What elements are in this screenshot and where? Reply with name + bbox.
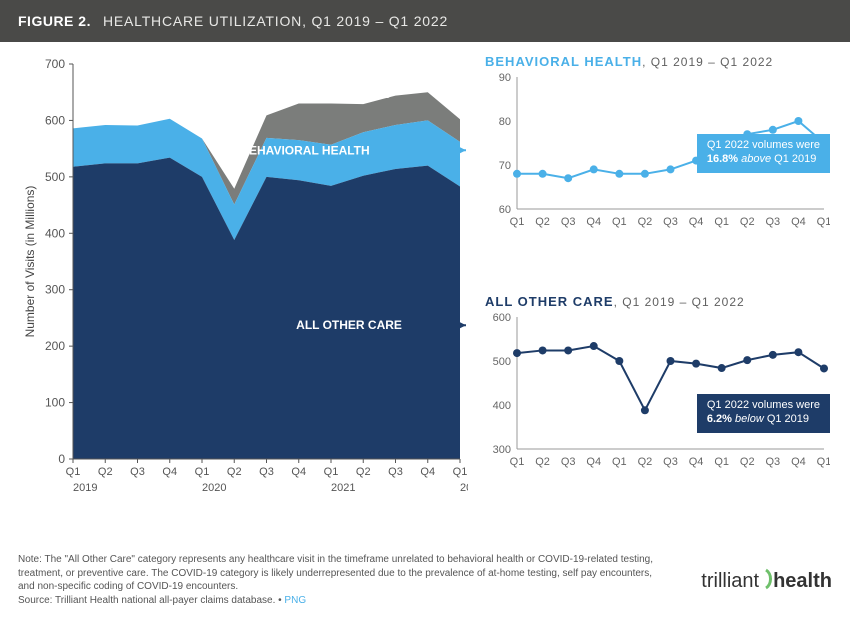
svg-text:Q2: Q2	[535, 216, 550, 228]
svg-text:400: 400	[493, 400, 511, 412]
svg-text:Q1: Q1	[66, 466, 81, 478]
svg-text:Q1: Q1	[817, 216, 830, 228]
svg-text:Q4: Q4	[586, 456, 601, 468]
all-other-title-cat: ALL OTHER CARE	[485, 294, 614, 309]
svg-text:300: 300	[45, 283, 65, 297]
all-other-title: ALL OTHER CARE, Q1 2019 – Q1 2022	[485, 294, 830, 309]
svg-text:2019: 2019	[73, 482, 97, 494]
behavioral-title-range: , Q1 2019 – Q1 2022	[642, 55, 773, 69]
svg-text:Q4: Q4	[586, 216, 601, 228]
behavioral-panel: BEHAVIORAL HEALTH, Q1 2019 – Q1 2022 60 7…	[485, 54, 830, 274]
svg-text:Q4: Q4	[689, 216, 704, 228]
svg-text:80: 80	[499, 116, 511, 128]
svg-text:Q3: Q3	[765, 456, 780, 468]
svg-text:Q3: Q3	[663, 216, 678, 228]
svg-text:Q1: Q1	[817, 456, 830, 468]
svg-text:Q3: Q3	[561, 216, 576, 228]
svg-text:Q2: Q2	[535, 456, 550, 468]
svg-text:Q3: Q3	[259, 466, 274, 478]
svg-text:Q4: Q4	[420, 466, 435, 478]
footer-note: Note: The "All Other Care" category repr…	[18, 553, 658, 594]
svg-text:Q3: Q3	[130, 466, 145, 478]
svg-text:Q2: Q2	[98, 466, 113, 478]
all-other-callout: Q1 2022 volumes were6.2% below Q1 2019	[697, 394, 830, 433]
svg-text:Q1: Q1	[195, 466, 210, 478]
side-panels: BEHAVIORAL HEALTH, Q1 2019 – Q1 2022 607…	[485, 54, 830, 519]
content-area: 0 100 200 300 400 500 600 700 Q1 Q2 Q3 Q4 Q1 Q2 Q3 Q4 Q1…	[0, 42, 850, 547]
svg-text:60: 60	[499, 204, 511, 216]
all-other-title-range: , Q1 2019 – Q1 2022	[614, 295, 745, 309]
svg-text:2020: 2020	[202, 482, 226, 494]
svg-text:Q1: Q1	[612, 456, 627, 468]
svg-text:Q4: Q4	[291, 466, 306, 478]
svg-text:COVID-19: COVID-19	[336, 87, 392, 101]
svg-text:Q1: Q1	[714, 216, 729, 228]
svg-text:Q3: Q3	[561, 456, 576, 468]
svg-text:300: 300	[493, 444, 511, 456]
svg-text:500: 500	[45, 170, 65, 184]
figure-container: FIGURE 2. HEALTHCARE UTILIZATION, Q1 201…	[0, 0, 850, 617]
svg-text:Q1: Q1	[714, 456, 729, 468]
svg-text:70: 70	[499, 160, 511, 172]
svg-text:Q1: Q1	[453, 466, 468, 478]
footer-source-line: Source: Trilliant Health national all-pa…	[18, 594, 832, 608]
svg-text:Q2: Q2	[356, 466, 371, 478]
behavioral-callout: Q1 2022 volumes were16.8% above Q1 2019	[697, 134, 830, 173]
svg-text:Q2: Q2	[740, 456, 755, 468]
svg-text:600: 600	[45, 113, 65, 127]
svg-text:Q2: Q2	[740, 216, 755, 228]
svg-text:90: 90	[499, 72, 511, 84]
brand-part1: trilliant	[701, 570, 759, 592]
svg-text:BEHAVIORAL HEALTH: BEHAVIORAL HEALTH	[240, 143, 369, 157]
svg-text:Q4: Q4	[791, 216, 806, 228]
svg-text:Q2: Q2	[638, 456, 653, 468]
svg-text:Q2: Q2	[227, 466, 242, 478]
footer-png-link[interactable]: PNG	[284, 595, 306, 606]
svg-text:ALL OTHER CARE: ALL OTHER CARE	[296, 318, 402, 332]
svg-text:400: 400	[45, 226, 65, 240]
figure-label: FIGURE 2.	[18, 13, 91, 29]
svg-text:500: 500	[493, 356, 511, 368]
figure-header: FIGURE 2. HEALTHCARE UTILIZATION, Q1 201…	[0, 0, 850, 42]
behavioral-title: BEHAVIORAL HEALTH, Q1 2019 – Q1 2022	[485, 54, 830, 69]
svg-text:2022: 2022	[460, 482, 468, 494]
svg-text:Q3: Q3	[765, 216, 780, 228]
svg-text:Q3: Q3	[388, 466, 403, 478]
svg-text:2021: 2021	[331, 482, 355, 494]
svg-text:0: 0	[58, 452, 65, 466]
svg-text:Q4: Q4	[162, 466, 177, 478]
main-stacked-area-chart: 0 100 200 300 400 500 600 700 Q1 Q2 Q3 Q4 Q1 Q2 Q3 Q4 Q1…	[18, 54, 468, 519]
svg-text:Q1: Q1	[612, 216, 627, 228]
svg-text:Q4: Q4	[689, 456, 704, 468]
behavioral-title-cat: BEHAVIORAL HEALTH	[485, 54, 642, 69]
svg-text:100: 100	[45, 396, 65, 410]
svg-text:Q4: Q4	[791, 456, 806, 468]
svg-text:Q1: Q1	[510, 216, 525, 228]
svg-text:200: 200	[45, 339, 65, 353]
svg-text:Q3: Q3	[663, 456, 678, 468]
svg-text:600: 600	[493, 312, 511, 324]
all-other-panel: ALL OTHER CARE, Q1 2019 – Q1 2022 300 400…	[485, 294, 830, 514]
svg-text:Q1: Q1	[510, 456, 525, 468]
figure-title: HEALTHCARE UTILIZATION, Q1 2019 – Q1 202…	[103, 13, 448, 29]
svg-text:700: 700	[45, 57, 65, 71]
svg-text:Number of Visits (in Millions): Number of Visits (in Millions)	[23, 186, 37, 338]
svg-text:Q1: Q1	[324, 466, 339, 478]
brand-part2: health	[773, 570, 832, 592]
footer-source: Source: Trilliant Health national all-pa…	[18, 595, 284, 606]
svg-text:Q2: Q2	[638, 216, 653, 228]
brand-logo: trilliant health	[701, 568, 832, 593]
